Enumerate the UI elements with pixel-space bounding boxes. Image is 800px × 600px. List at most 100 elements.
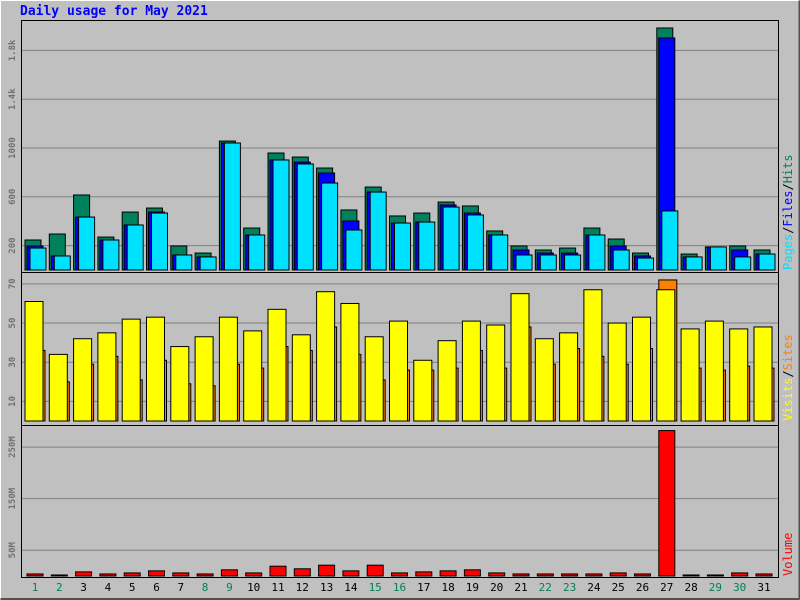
y-tick-label: 1.8k <box>8 39 18 61</box>
bar <box>612 249 630 271</box>
bar <box>29 247 47 271</box>
bar <box>78 216 96 271</box>
x-tick-label: 15 <box>369 581 382 594</box>
x-tick-label: 24 <box>587 581 601 594</box>
bar <box>466 214 484 271</box>
legend-separator: / <box>781 370 795 377</box>
bar <box>121 318 141 422</box>
x-tick-label: 30 <box>733 581 746 594</box>
y-tick-label: 50 <box>8 318 18 329</box>
y-tick-label: 150M <box>8 487 18 509</box>
bar <box>220 569 238 577</box>
x-tick-label: 4 <box>105 581 112 594</box>
bar <box>172 572 190 577</box>
y-tick-label: 1.4k <box>8 88 18 110</box>
bar <box>704 320 724 422</box>
bar <box>637 257 654 271</box>
bar <box>439 570 457 577</box>
x-tick-label: 13 <box>320 581 333 594</box>
bar <box>561 573 579 577</box>
x-tick-label: 12 <box>296 581 309 594</box>
bar <box>148 570 165 577</box>
x-tick-label: 10 <box>247 581 260 594</box>
x-tick-label: 5 <box>129 581 136 594</box>
bar <box>442 206 460 271</box>
bar <box>102 239 120 271</box>
bar <box>170 346 190 422</box>
bar <box>682 574 700 577</box>
bar <box>437 340 457 422</box>
bar <box>588 234 606 271</box>
bar <box>196 573 214 577</box>
x-tick-label: 25 <box>612 581 625 594</box>
bar <box>99 573 117 577</box>
bar <box>243 330 263 422</box>
bar <box>510 293 530 422</box>
bar <box>559 332 579 422</box>
bar <box>632 316 651 422</box>
x-tick-label: 18 <box>441 581 454 594</box>
bar <box>223 142 241 271</box>
x-tick-label: 21 <box>514 581 527 594</box>
legend-separator: / <box>781 227 795 234</box>
bar <box>536 573 554 577</box>
bar <box>658 430 676 577</box>
bar <box>709 246 727 271</box>
legend: Pages/Files/Hits <box>781 154 795 270</box>
bar <box>463 569 481 577</box>
x-tick-label: 8 <box>202 581 209 594</box>
x-tick-label: 26 <box>636 581 649 594</box>
y-tick-label: 30 <box>8 357 18 368</box>
bar <box>731 572 749 577</box>
x-tick-label: 19 <box>466 581 479 594</box>
x-tick-label: 20 <box>490 581 503 594</box>
legend-entry: Visits <box>781 378 795 421</box>
bar <box>607 322 627 422</box>
bar <box>391 572 408 577</box>
bar <box>245 572 263 577</box>
x-tick-label: 29 <box>709 581 722 594</box>
bar <box>706 574 724 577</box>
bar <box>218 316 238 422</box>
x-tick-label: 2 <box>56 581 63 594</box>
legend: Visits/Sites <box>781 334 795 421</box>
y-tick-label: 250M <box>8 436 18 458</box>
x-tick-label: 16 <box>393 581 406 594</box>
y-tick-label: 600 <box>8 189 18 205</box>
bar <box>491 234 509 271</box>
bar <box>512 573 530 577</box>
y-tick-label: 50M <box>8 542 18 559</box>
bar <box>415 571 433 577</box>
legend-separator: / <box>781 183 795 190</box>
bar <box>539 254 557 271</box>
bar <box>316 291 336 422</box>
bar <box>26 573 44 577</box>
bar <box>758 253 776 271</box>
bar <box>97 332 117 422</box>
bar <box>345 229 363 271</box>
bar <box>123 572 141 577</box>
bar <box>269 565 287 577</box>
x-tick-label: 22 <box>539 581 552 594</box>
bar <box>418 221 436 271</box>
bar <box>685 256 703 271</box>
bar <box>194 336 214 422</box>
legend-entry: Volume <box>781 533 795 576</box>
legend-entry: Files <box>781 191 795 227</box>
chart-title: Daily usage for May 2021 <box>20 4 208 19</box>
bar <box>272 159 290 271</box>
bar <box>755 573 773 577</box>
bar <box>609 572 627 577</box>
y-tick-label: 200 <box>8 237 18 253</box>
x-tick-label: 3 <box>80 581 87 594</box>
x-tick-label: 9 <box>226 581 233 594</box>
x-tick-label: 7 <box>177 581 184 594</box>
x-tick-label: 11 <box>271 581 284 594</box>
bar <box>461 320 481 422</box>
bar <box>73 338 93 422</box>
bar <box>394 222 411 271</box>
bar <box>151 212 168 271</box>
x-tick-label: 31 <box>757 581 770 594</box>
